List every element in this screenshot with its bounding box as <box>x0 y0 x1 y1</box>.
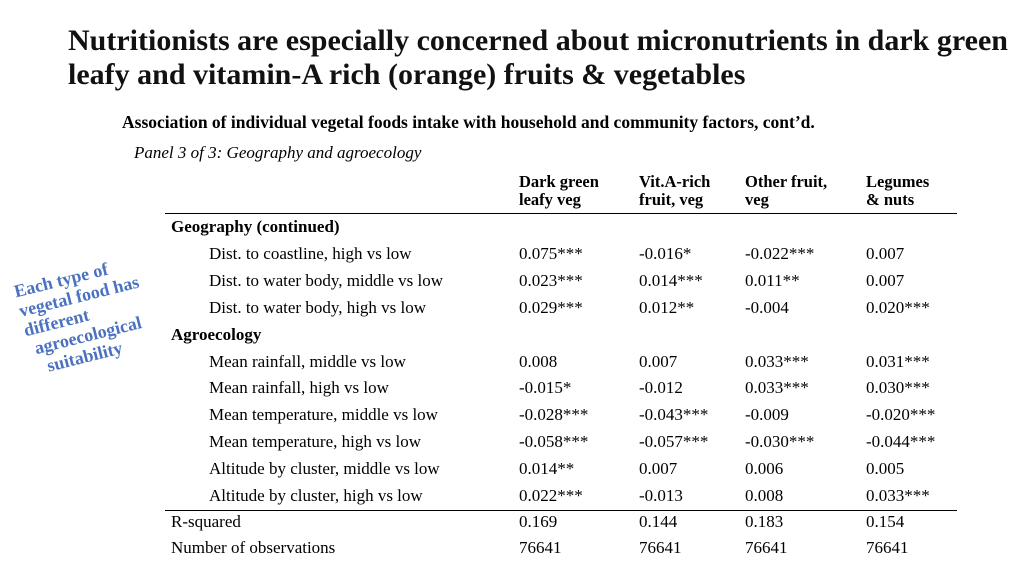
row-label: Dist. to water body, high vs low <box>209 298 427 317</box>
table-cell: -0.057*** <box>639 432 709 451</box>
table-cell: 0.008 <box>519 352 558 371</box>
column-header-dark-green: Dark green leafy veg <box>519 173 599 209</box>
table-cell: -0.028*** <box>519 405 589 424</box>
table-cell: -0.016* <box>639 244 692 263</box>
table-cell: 0.031*** <box>866 352 930 371</box>
table-cell: 0.007 <box>639 352 678 371</box>
table-cell: -0.043*** <box>639 405 709 424</box>
table-cell: -0.013 <box>639 486 683 505</box>
row-label: Mean rainfall, middle vs low <box>209 352 406 371</box>
row-label: Dist. to water body, middle vs low <box>209 271 444 290</box>
slide-title: Nutritionists are especially concerned a… <box>68 24 1008 91</box>
table-cell: 0.012** <box>639 298 695 317</box>
table-cell: 0.011** <box>745 271 800 290</box>
table-cell: 0.154 <box>866 512 905 531</box>
footer-rule <box>165 510 957 511</box>
table-cell: 0.014** <box>519 459 575 478</box>
row-label: Mean rainfall, high vs low <box>209 378 389 397</box>
table-cell: -0.030*** <box>745 432 815 451</box>
table-cell: -0.020*** <box>866 405 936 424</box>
table-cell: 0.183 <box>745 512 784 531</box>
row-label: Dist. to coastline, high vs low <box>209 244 412 263</box>
table-cell: -0.009 <box>745 405 789 424</box>
column-header-line: Legumes <box>866 172 930 191</box>
table-cell: 0.144 <box>639 512 678 531</box>
table-cell: -0.022*** <box>745 244 815 263</box>
table-cell: 0.005 <box>866 459 905 478</box>
column-header-line: Dark green <box>519 172 599 191</box>
column-header-line: & nuts <box>866 190 915 209</box>
header-rule <box>165 213 957 214</box>
table-cell: -0.058*** <box>519 432 589 451</box>
column-header-line: Other fruit, <box>745 172 828 191</box>
table-cell: 76641 <box>639 538 682 557</box>
table-cell: 0.006 <box>745 459 784 478</box>
row-label: Mean temperature, middle vs low <box>209 405 438 424</box>
table-cell: 0.022*** <box>519 486 583 505</box>
table-cell: 76641 <box>866 538 909 557</box>
column-header-vita: Vit.A-rich fruit, veg <box>639 173 710 209</box>
row-label: Altitude by cluster, high vs low <box>209 486 423 505</box>
table-subtitle: Association of individual vegetal foods … <box>122 112 815 132</box>
column-header-line: fruit, veg <box>639 190 704 209</box>
table-cell: -0.004 <box>745 298 789 317</box>
panel-caption: Panel 3 of 3: Geography and agroecology <box>134 143 422 162</box>
table-cell: 0.030*** <box>866 378 930 397</box>
table-cell: -0.044*** <box>866 432 936 451</box>
row-label: Altitude by cluster, middle vs low <box>209 459 440 478</box>
table-cell: 0.023*** <box>519 271 583 290</box>
table-cell: 0.029*** <box>519 298 583 317</box>
table-cell: 76641 <box>519 538 562 557</box>
column-header-line: leafy veg <box>519 190 581 209</box>
table-cell: 0.020*** <box>866 298 930 317</box>
table-cell: 0.169 <box>519 512 558 531</box>
table-cell: 0.033*** <box>866 486 930 505</box>
column-header-line: Vit.A-rich <box>639 172 711 191</box>
column-header-other: Other fruit, veg <box>745 173 827 209</box>
callout-annotation: Each type of vegetal food has different … <box>12 241 201 379</box>
row-label: Number of observations <box>171 538 336 557</box>
table-cell: 0.007 <box>866 244 905 263</box>
table-cell: 0.033*** <box>745 352 809 371</box>
table-cell: 0.008 <box>745 486 784 505</box>
table-cell: 0.033*** <box>745 378 809 397</box>
section-label-agroecology: Agroecology <box>171 325 262 344</box>
table-cell: 0.075*** <box>519 244 583 263</box>
table-cell: -0.012 <box>639 378 683 397</box>
column-header-legumes: Legumes & nuts <box>866 173 929 209</box>
row-label: R-squared <box>171 512 241 531</box>
section-label-geography: Geography (continued) <box>171 217 340 236</box>
table-cell: 0.014*** <box>639 271 703 290</box>
table-cell: 76641 <box>745 538 788 557</box>
column-header-line: veg <box>745 190 769 209</box>
table-cell: -0.015* <box>519 378 572 397</box>
table-cell: 0.007 <box>639 459 678 478</box>
table-cell: 0.007 <box>866 271 905 290</box>
row-label: Mean temperature, high vs low <box>209 432 421 451</box>
